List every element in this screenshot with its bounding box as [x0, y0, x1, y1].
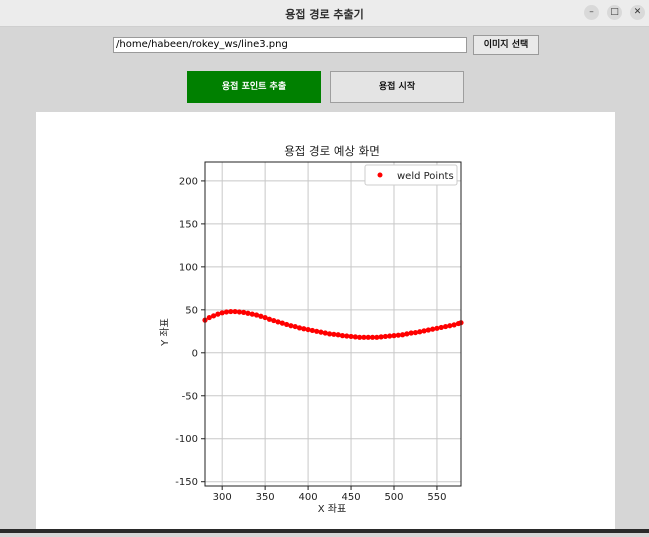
weld-point: [314, 328, 320, 334]
weld-point: [361, 334, 367, 340]
weld-point: [378, 334, 384, 340]
chart-title: 용접 경로 예상 화면: [284, 144, 380, 158]
x-tick-label: 300: [213, 492, 232, 503]
y-tick-label: -100: [175, 434, 198, 445]
weld-point: [206, 314, 212, 321]
y-tick-label: -150: [175, 477, 198, 488]
minimize-button[interactable]: –: [584, 5, 599, 20]
weld-point: [258, 313, 264, 319]
weld-point: [412, 329, 419, 336]
weld-point: [236, 309, 242, 315]
weld-path-chart: 용접 경로 예상 화면 300 350 400 450 500 550-150-100-5…: [159, 144, 464, 515]
weld-point: [322, 330, 328, 336]
weld-point: [301, 326, 307, 332]
weld-point: [447, 323, 453, 329]
legend-box: [364, 164, 458, 186]
weld-point: [365, 334, 371, 340]
weld-point: [438, 324, 444, 331]
window-title: 용접 경로 추출기: [285, 8, 364, 21]
weld-point: [369, 334, 376, 340]
weld-point: [352, 334, 358, 340]
weld-point: [339, 333, 346, 339]
weld-point: [344, 333, 350, 339]
weld-point: [318, 329, 324, 335]
bottom-strip: [0, 529, 649, 533]
weld-point: [425, 327, 431, 333]
weld-point: [309, 327, 315, 334]
weld-point: [210, 313, 217, 319]
weld-point: [228, 308, 234, 315]
y-tick-label: 50: [185, 305, 198, 316]
x-axis-label: X 좌표: [318, 503, 346, 515]
weld-point: [288, 323, 294, 329]
legend-label: weld Points: [397, 171, 454, 182]
close-button[interactable]: ✕: [630, 5, 645, 20]
weld-point: [241, 309, 247, 315]
weld-point: [292, 323, 298, 330]
weld-point: [391, 333, 397, 339]
weld-point: [253, 312, 260, 318]
title-bar: 용접 경로 추출기 – □ ✕: [0, 0, 649, 27]
x-tick-label: 550: [427, 492, 446, 503]
weld-point: [249, 311, 255, 317]
weld-point: [357, 334, 363, 340]
weld-point: [223, 309, 230, 315]
chart-legend: weld Points: [364, 164, 458, 186]
weld-point: [275, 319, 281, 325]
weld-point: [232, 308, 238, 315]
weld-point: [387, 333, 393, 339]
plot-frame: [204, 161, 462, 487]
weld-point: [245, 310, 251, 316]
weld-point: [331, 331, 337, 337]
weld-point: [296, 325, 303, 331]
y-tick-label: 100: [179, 262, 198, 273]
extract-points-button[interactable]: 용접 포인트 추출: [187, 71, 321, 103]
weld-point: [430, 326, 436, 332]
weld-point: [395, 332, 401, 338]
weld-point: [219, 310, 225, 316]
weld-point: [442, 323, 449, 330]
weld-point: [284, 321, 290, 328]
weld-point: [417, 329, 423, 335]
weld-point: [348, 333, 354, 340]
weld-point: [408, 330, 414, 336]
weld-point: [434, 325, 440, 331]
weld-point: [451, 322, 457, 328]
y-tick-label: 150: [179, 219, 198, 230]
start-welding-button[interactable]: 용접 시작: [330, 71, 464, 103]
x-tick-label: 350: [256, 492, 275, 503]
y-tick-label: 200: [179, 176, 198, 187]
weld-point: [382, 333, 388, 340]
weld-point: [399, 332, 406, 338]
y-tick-label: -50: [182, 391, 198, 402]
select-image-button[interactable]: 이미지 선택: [473, 35, 539, 55]
weld-point: [335, 332, 341, 338]
weld-point: [404, 331, 410, 337]
x-tick-label: 500: [384, 492, 403, 503]
weld-point: [374, 334, 380, 340]
y-tick-label: 0: [192, 348, 198, 359]
maximize-button[interactable]: □: [607, 5, 622, 20]
plot-canvas: 용접 경로 예상 화면 300 350 400 450 500 550 -150 -100 -5…: [36, 112, 615, 533]
weld-point: [215, 311, 221, 317]
legend-marker: [377, 172, 383, 178]
weld-point: [279, 320, 285, 326]
weld-point: [266, 316, 273, 322]
weld-point: [421, 328, 427, 334]
weld-point: [271, 317, 277, 324]
x-tick-label: 400: [299, 492, 318, 503]
weld-point: [262, 314, 268, 321]
y-axis-label: Y 좌표: [159, 318, 171, 347]
image-path-input[interactable]: /home/habeen/rokey_ws/line3.png: [113, 37, 467, 53]
weld-point: [305, 326, 311, 333]
weld-point: [326, 331, 333, 337]
x-tick-label: 450: [341, 492, 360, 503]
